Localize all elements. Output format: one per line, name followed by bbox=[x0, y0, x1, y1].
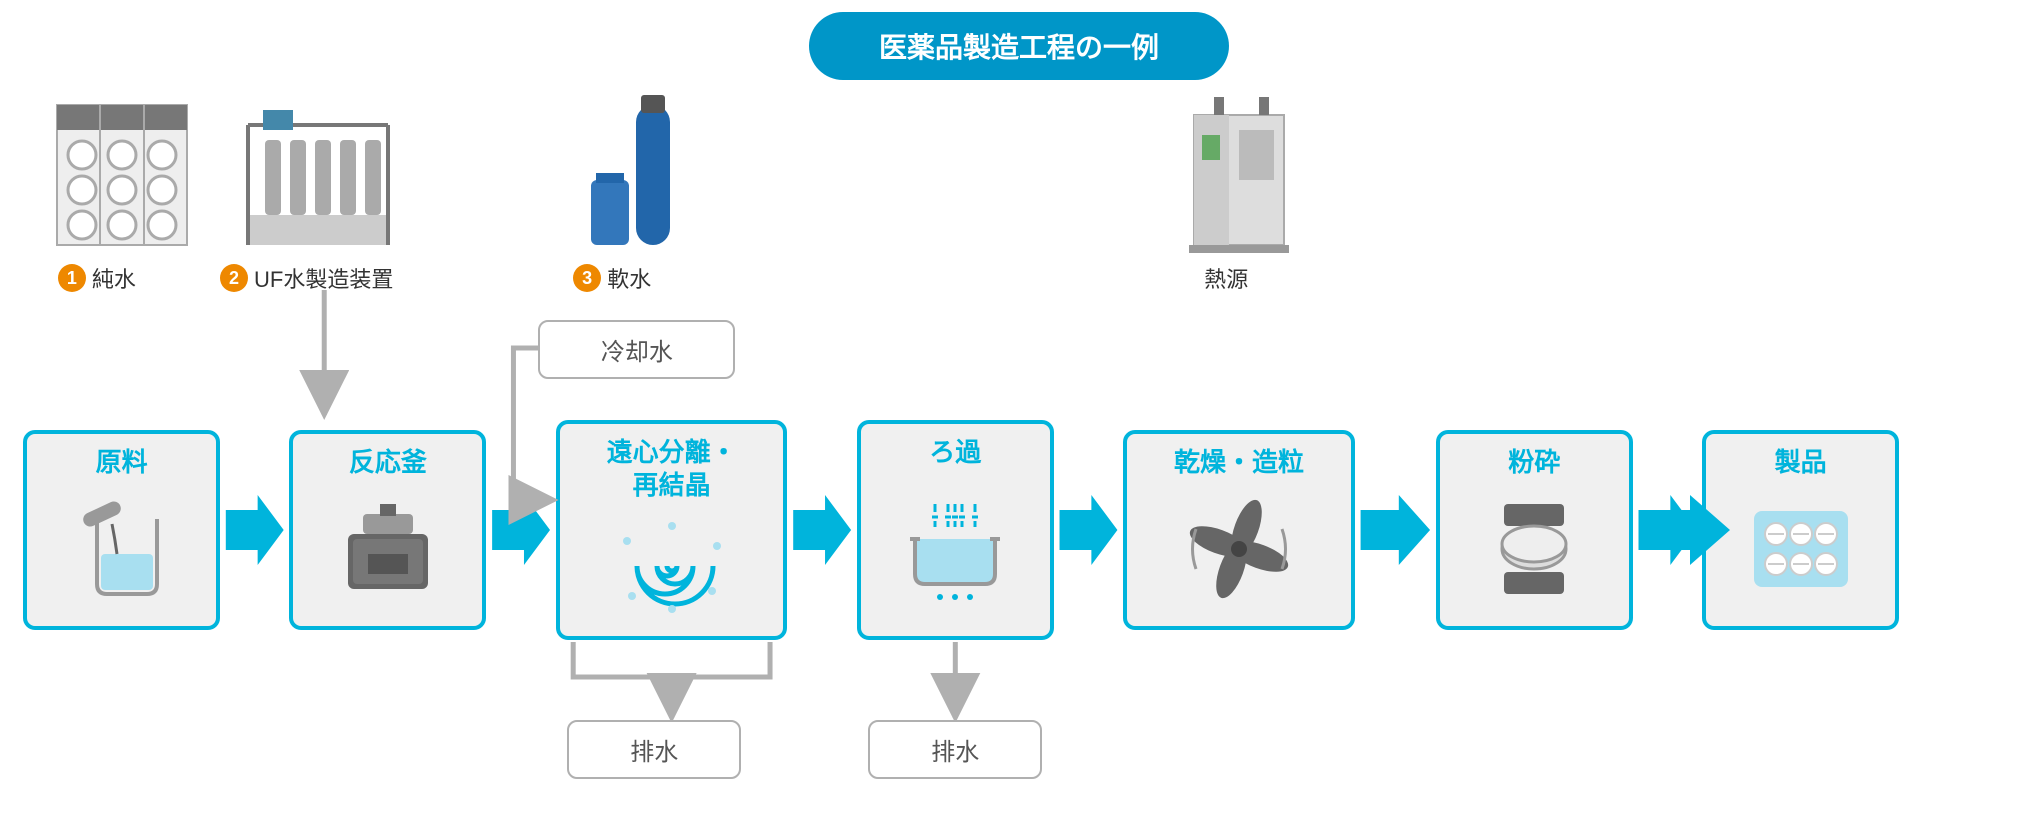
output-arrow bbox=[0, 0, 2038, 828]
